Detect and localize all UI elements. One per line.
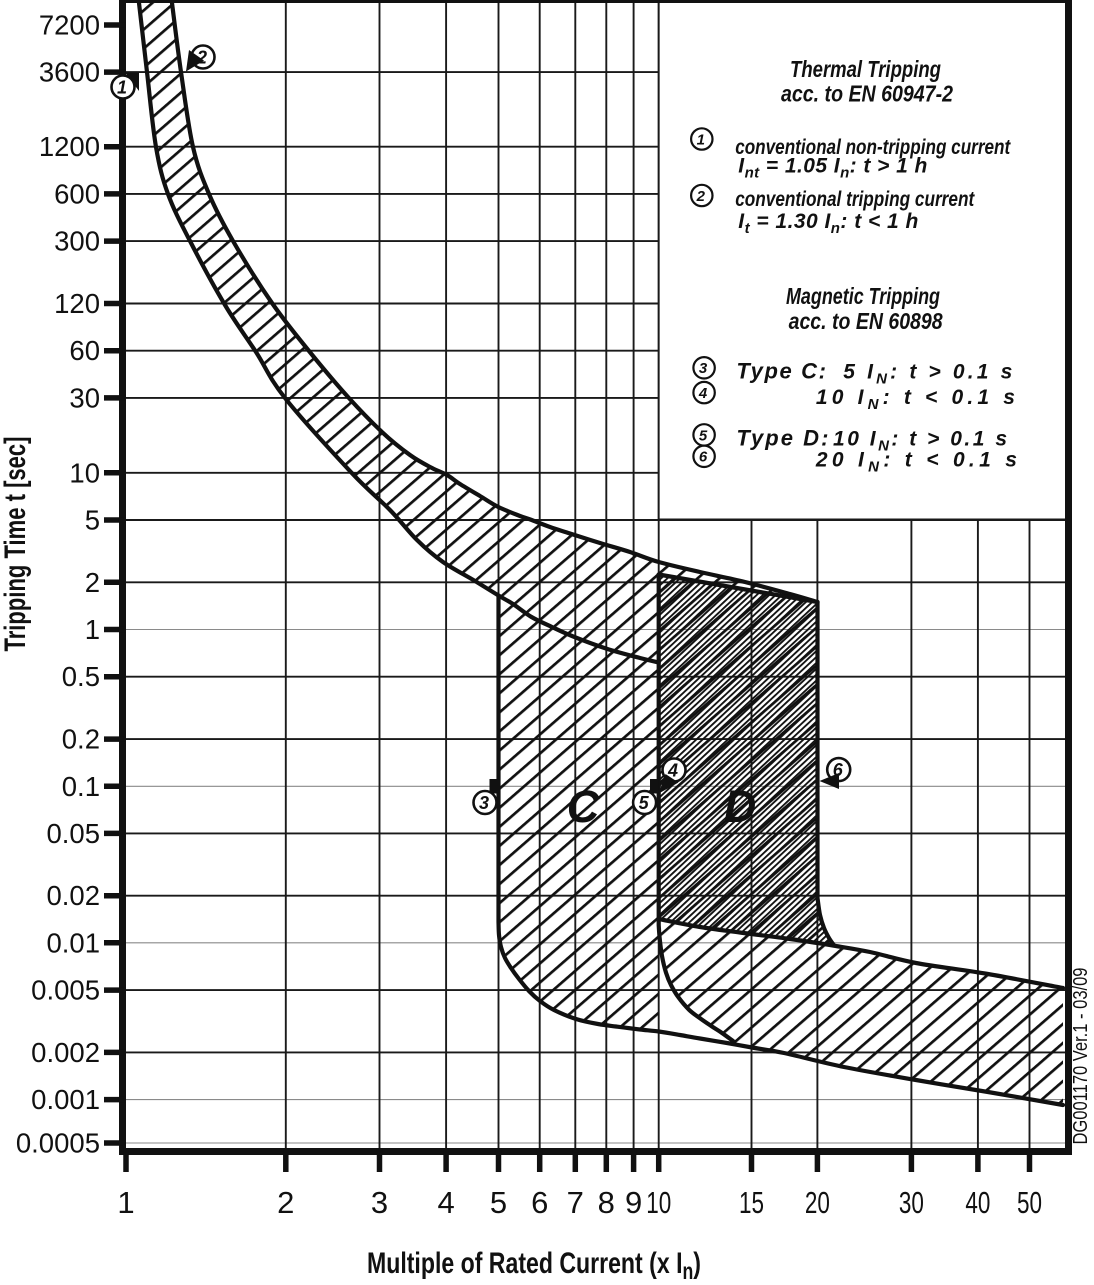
svg-text:50: 50 xyxy=(1017,1185,1042,1220)
svg-text:2: 2 xyxy=(196,47,207,67)
svg-text:2: 2 xyxy=(696,188,706,205)
svg-text:It = 1.30 In: t < 1 h: It = 1.30 In: t < 1 h xyxy=(738,210,918,237)
svg-text:Thermal Tripping: Thermal Tripping xyxy=(790,56,941,82)
svg-text:30: 30 xyxy=(69,382,100,413)
svg-text:0.01: 0.01 xyxy=(46,927,100,958)
svg-text:20: 20 xyxy=(805,1185,830,1220)
svg-text:Int = 1.05 In: t > 1 h: Int = 1.05 In: t > 1 h xyxy=(738,155,927,182)
svg-text:5: 5 xyxy=(85,505,100,536)
svg-text:0.005: 0.005 xyxy=(31,975,100,1006)
svg-text:conventional non-tripping curr: conventional non-tripping current xyxy=(735,135,1011,159)
svg-text:Magnetic Tripping: Magnetic Tripping xyxy=(786,283,940,309)
svg-text:30: 30 xyxy=(899,1185,924,1220)
svg-text:0.001: 0.001 xyxy=(31,1084,100,1115)
svg-text:300: 300 xyxy=(54,226,100,257)
svg-text:4: 4 xyxy=(437,1185,454,1220)
svg-text:7: 7 xyxy=(567,1185,584,1220)
svg-text:2: 2 xyxy=(277,1185,294,1220)
svg-text:0.02: 0.02 xyxy=(46,880,100,911)
svg-text:2: 2 xyxy=(85,567,100,598)
svg-text:0.002: 0.002 xyxy=(31,1037,100,1068)
svg-text:3: 3 xyxy=(479,793,489,813)
svg-text:1: 1 xyxy=(117,1185,134,1220)
svg-text:4: 4 xyxy=(698,385,708,402)
svg-text:1: 1 xyxy=(117,77,127,97)
svg-text:D: D xyxy=(724,781,757,832)
svg-text:1: 1 xyxy=(85,614,100,645)
svg-text:5: 5 xyxy=(699,427,708,444)
svg-text:9: 9 xyxy=(625,1185,642,1220)
svg-text:4: 4 xyxy=(667,760,678,780)
svg-text:10: 10 xyxy=(69,457,100,488)
svg-text:600: 600 xyxy=(54,178,100,209)
svg-text:120: 120 xyxy=(54,288,100,319)
svg-text:8: 8 xyxy=(598,1185,615,1220)
svg-text:0.0005: 0.0005 xyxy=(16,1128,100,1159)
svg-text:6: 6 xyxy=(531,1185,548,1220)
svg-text:10: 10 xyxy=(646,1185,671,1220)
svg-text:C: C xyxy=(567,781,601,832)
svg-text:3600: 3600 xyxy=(39,57,100,88)
svg-text:0.05: 0.05 xyxy=(46,818,100,849)
svg-text:acc. to EN 60947-2: acc. to EN 60947-2 xyxy=(781,81,953,107)
svg-text:Type C:: Type C: xyxy=(736,359,826,384)
svg-text:5: 5 xyxy=(639,793,650,813)
svg-text:60: 60 xyxy=(69,335,100,366)
svg-text:10 IN: t < 0.1 s: 10 IN: t < 0.1 s xyxy=(816,386,1015,413)
svg-text:Tripping Time t [sec]: Tripping Time t [sec] xyxy=(0,437,32,652)
svg-text:1: 1 xyxy=(697,131,705,148)
svg-text:conventional tripping current: conventional tripping current xyxy=(735,187,975,211)
svg-text:40: 40 xyxy=(965,1185,990,1220)
svg-text:acc. to EN 60898: acc. to EN 60898 xyxy=(789,308,944,334)
svg-text:0.5: 0.5 xyxy=(62,661,100,692)
svg-text:0.1: 0.1 xyxy=(62,771,100,802)
svg-text:6: 6 xyxy=(699,449,708,466)
svg-text:3: 3 xyxy=(371,1185,388,1220)
svg-text:Multiple of Rated Current (x I: Multiple of Rated Current (x In) xyxy=(367,1247,701,1280)
svg-text:5: 5 xyxy=(490,1185,507,1220)
svg-text:1200: 1200 xyxy=(39,131,100,162)
svg-text:DG001170 Ver.1 - 03/09: DG001170 Ver.1 - 03/09 xyxy=(1070,968,1092,1145)
svg-text:3: 3 xyxy=(699,360,708,377)
svg-text:5 IN: t > 0.1 s: 5 IN: t > 0.1 s xyxy=(843,361,1012,388)
svg-text:Type D:: Type D: xyxy=(736,426,828,451)
svg-text:0.2: 0.2 xyxy=(62,724,100,755)
svg-text:7200: 7200 xyxy=(39,10,100,41)
svg-text:15: 15 xyxy=(739,1185,764,1220)
svg-text:6: 6 xyxy=(833,760,844,780)
